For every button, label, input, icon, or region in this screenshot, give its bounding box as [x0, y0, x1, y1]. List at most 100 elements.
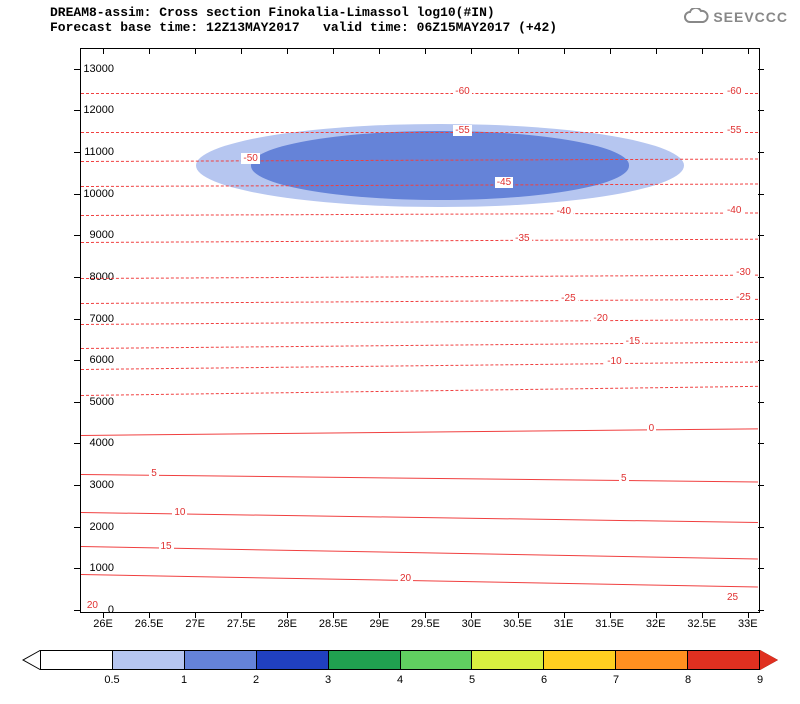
x-tick-label: 32.5E [682, 618, 722, 630]
y-tickmark [758, 360, 764, 361]
y-tick-label: 11000 [64, 146, 114, 158]
seevccc-logo: SEEVCCC [683, 8, 788, 26]
x-tickmark [748, 612, 749, 618]
x-tickmark [518, 48, 519, 54]
contour-line [81, 474, 758, 482]
contour-line [81, 319, 758, 325]
x-tick-label: 28.5E [313, 618, 353, 630]
colorbar-tick-label: 2 [241, 674, 271, 686]
contour-label: -25 [734, 292, 752, 303]
x-tickmark [333, 48, 334, 54]
x-tickmark [425, 48, 426, 54]
y-tickmark [74, 69, 80, 70]
y-tickmark [74, 485, 80, 486]
x-tickmark [425, 612, 426, 618]
y-tickmark [758, 319, 764, 320]
contour-line [81, 93, 758, 94]
x-tick-label: 30E [451, 618, 491, 630]
y-tick-label: 6000 [64, 354, 114, 366]
x-tickmark [195, 612, 196, 618]
contour-line [81, 386, 758, 396]
y-tick-label: 2000 [64, 521, 114, 533]
y-tickmark [758, 277, 764, 278]
contour-label: -45 [495, 177, 513, 188]
y-tickmark [74, 568, 80, 569]
x-tick-label: 28E [267, 618, 307, 630]
contour-label: -60 [453, 86, 471, 97]
contour-line [81, 212, 758, 215]
x-tickmark [379, 612, 380, 618]
y-tickmark [74, 527, 80, 528]
colorbar-tick-label: 3 [313, 674, 343, 686]
colorbar-swatch [543, 650, 615, 670]
x-tickmark [103, 612, 104, 618]
y-tickmark [74, 319, 80, 320]
x-tickmark [287, 612, 288, 618]
x-tick-label: 27E [175, 618, 215, 630]
contour-label: -40 [555, 206, 573, 217]
colorbar-arrow-right [760, 650, 778, 670]
contour-label: 5 [149, 468, 159, 479]
y-tick-label: 5000 [64, 396, 114, 408]
contour-label: -55 [453, 125, 471, 136]
contour-line [81, 299, 758, 304]
y-tickmark [74, 402, 80, 403]
colorbar-arrow-left-fill [24, 651, 40, 669]
y-tickmark [758, 110, 764, 111]
x-tickmark [195, 48, 196, 54]
y-tickmark [74, 194, 80, 195]
colorbar-swatch [184, 650, 256, 670]
contour-line [81, 546, 758, 559]
x-tick-label: 31E [544, 618, 584, 630]
x-tick-label: 33E [728, 618, 768, 630]
x-tickmark [471, 612, 472, 618]
contour-label: -40 [725, 205, 743, 216]
contour-label: -60 [725, 86, 743, 97]
colorbar-swatch [687, 650, 760, 670]
x-tickmark [241, 612, 242, 618]
cloud-icon [683, 8, 709, 26]
y-tickmark [74, 235, 80, 236]
colorbar-swatch [471, 650, 543, 670]
x-tick-label: 27.5E [221, 618, 261, 630]
y-tickmark [74, 443, 80, 444]
y-tick-label: 12000 [64, 104, 114, 116]
contour-line [81, 362, 758, 370]
y-tick-label: 9000 [64, 229, 114, 241]
contour-label: 20 [398, 573, 413, 584]
contour-label: -55 [725, 125, 743, 136]
x-tick-label: 26E [83, 618, 123, 630]
contour-label: 5 [619, 473, 629, 484]
contour-label: -50 [241, 153, 259, 164]
y-tickmark [758, 194, 764, 195]
contour-label: -25 [559, 293, 577, 304]
y-tickmark [74, 152, 80, 153]
contour-label: -20 [591, 313, 609, 324]
contour-label: -10 [605, 356, 623, 367]
y-tick-label: 1000 [64, 562, 114, 574]
x-tickmark [379, 48, 380, 54]
x-tickmark [471, 48, 472, 54]
x-tickmark [287, 48, 288, 54]
contour-line [81, 132, 758, 133]
colorbar-swatch [112, 650, 184, 670]
contour-label: -35 [513, 233, 531, 244]
contour-line [81, 239, 758, 243]
x-tickmark [149, 48, 150, 54]
contour-label: -30 [734, 267, 752, 278]
colorbar-tick-label: 8 [673, 674, 703, 686]
contour-line [81, 429, 758, 437]
y-tickmark [758, 610, 764, 611]
colorbar-tick-label: 7 [601, 674, 631, 686]
x-tickmark [518, 612, 519, 618]
x-tickmark [149, 612, 150, 618]
y-tickmark [758, 527, 764, 528]
x-tickmark [333, 612, 334, 618]
y-tickmark [74, 360, 80, 361]
x-tickmark [656, 612, 657, 618]
x-tick-label: 31.5E [590, 618, 630, 630]
colorbar [40, 650, 760, 670]
contour-label: 25 [725, 592, 740, 603]
x-tick-label: 26.5E [129, 618, 169, 630]
contour-line [81, 274, 758, 278]
